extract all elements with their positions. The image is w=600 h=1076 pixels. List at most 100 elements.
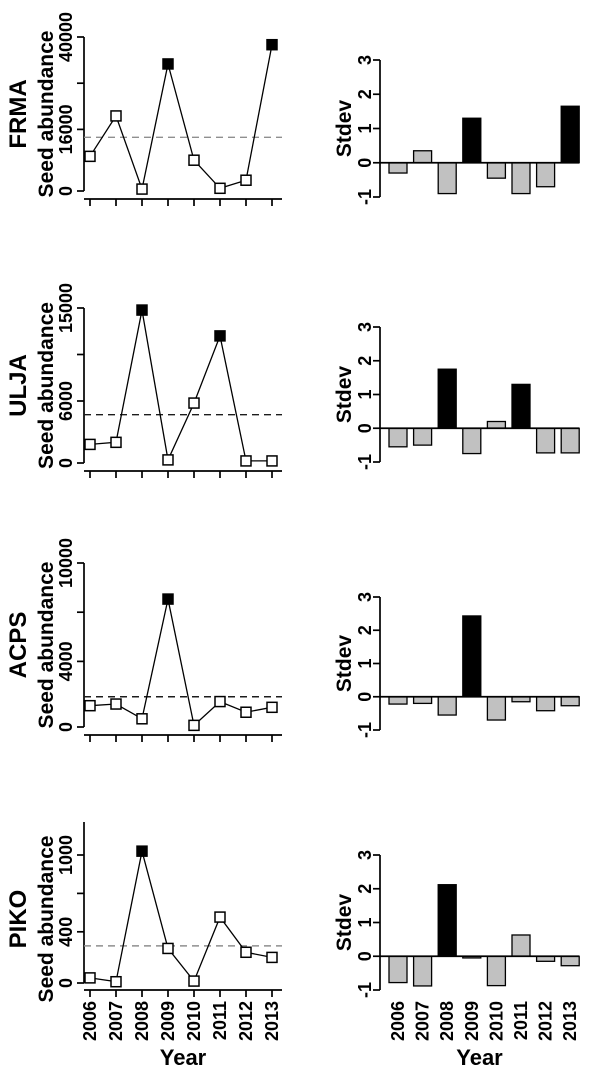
x-tick-label-year: 2013 [262, 1001, 282, 1041]
y-tick-label: 2 [355, 356, 375, 366]
open-square-marker [136, 183, 148, 195]
x-axis-title: Year [456, 1045, 503, 1070]
mast-year-bar [511, 383, 531, 429]
y-tick-label: 4000 [56, 641, 76, 681]
y-tick-label: 6000 [56, 381, 76, 421]
species-label: PIKO [5, 890, 32, 949]
y-tick-label: 0 [56, 458, 76, 468]
stdev-bar [412, 696, 433, 705]
y-tick-label: 1 [355, 123, 375, 133]
x-axis-title: Year [160, 1045, 207, 1070]
open-square-marker [188, 154, 200, 166]
species-label: ULJA [5, 354, 32, 417]
stdev-bar [560, 427, 580, 454]
y-tick-label: 16000 [56, 104, 76, 154]
open-square-marker [84, 972, 96, 984]
y-tick-label: 0 [355, 951, 375, 961]
open-square-marker [84, 150, 96, 163]
x-tick-label-year: 2011 [210, 1001, 230, 1040]
stdev-bar [412, 427, 433, 446]
seed-series-line [89, 851, 273, 983]
y-axis-title: Stdev [333, 366, 356, 424]
x-tick-label-year: 2010 [184, 1001, 204, 1041]
stdev-bar [486, 420, 507, 429]
y-tick-label: 0 [355, 692, 375, 702]
species-label: ACPS [5, 612, 32, 679]
x-tick-label-year: 2006 [80, 1001, 100, 1041]
y-tick-label: 0 [56, 978, 76, 988]
open-square-marker [162, 942, 174, 955]
x-tick-label-year: 2013 [560, 1001, 580, 1041]
y-axis-title: Seed abundance [35, 836, 58, 1003]
y-axis-title: Seed abundance [35, 562, 58, 729]
open-square-marker [214, 695, 226, 708]
open-square-marker [188, 975, 200, 987]
panel-ACPS-stdev: Stdev -1 0 1 2 3 [333, 592, 580, 738]
open-square-marker [240, 946, 252, 959]
x-tick-label-year: 2009 [462, 1001, 482, 1041]
stdev-bar [388, 162, 408, 174]
mast-year-marker [266, 38, 278, 51]
y-tick-label: 1 [355, 389, 375, 399]
open-square-marker [214, 911, 226, 923]
y-tick-label: 400 [56, 917, 76, 947]
stdev-bar [412, 955, 433, 987]
stdev-bar [486, 696, 507, 721]
open-square-marker [110, 975, 122, 988]
y-axis-title: Stdev [333, 100, 356, 158]
stdev-bar [560, 696, 580, 707]
mast-year-bar [462, 117, 482, 164]
x-tick-label-year: 2012 [536, 1001, 556, 1041]
mast-year-marker [136, 845, 148, 857]
x-tick-label-year: 2009 [158, 1001, 178, 1041]
y-tick-label: 1000 [56, 835, 76, 875]
y-tick-label: 2 [355, 884, 375, 894]
x-tick-label-year: 2007 [106, 1001, 126, 1041]
open-square-marker [162, 454, 174, 466]
x-tick-label-year: 2012 [236, 1001, 256, 1041]
mast-year-marker [162, 593, 174, 605]
open-square-marker [110, 698, 122, 710]
stdev-bar [486, 955, 507, 987]
mast-year-bar [437, 368, 457, 429]
x-tick-label-year: 2010 [486, 1001, 506, 1041]
y-tick-label: 0 [355, 158, 375, 168]
y-tick-label: 1 [355, 917, 375, 927]
stdev-bar [511, 162, 531, 195]
open-square-marker [188, 719, 200, 732]
open-square-marker [240, 174, 252, 186]
x-tick-label-year: 2011 [511, 1001, 531, 1040]
open-square-marker [110, 110, 122, 122]
open-square-marker [240, 706, 252, 718]
open-square-marker [110, 436, 122, 449]
y-tick-label: 2 [355, 89, 375, 99]
x-tick-label-year: 2006 [388, 1001, 408, 1041]
stdev-bar [462, 427, 482, 455]
y-axis-title: Stdev [333, 894, 356, 952]
y-tick-label: 0 [355, 423, 375, 433]
y-tick-label: 0 [56, 722, 76, 732]
stdev-bar [388, 696, 408, 705]
y-tick-label: -1 [355, 722, 375, 738]
open-square-marker [188, 397, 200, 409]
x-tick-label-year: 2008 [132, 1001, 152, 1041]
open-square-marker [84, 699, 96, 712]
mast-year-marker [162, 58, 174, 70]
y-tick-label: 1 [355, 658, 375, 668]
mast-year-bar [462, 615, 482, 698]
stdev-bar [486, 162, 507, 179]
panel-ULJA-stdev: Stdev -1 0 1 2 3 [333, 322, 580, 470]
y-axis-title: Stdev [333, 635, 356, 693]
stdev-bar [388, 955, 408, 984]
y-tick-label: -1 [355, 454, 375, 470]
stdev-bar [511, 934, 531, 957]
x-tick-label-year: 2008 [437, 1001, 457, 1041]
stdev-bar [535, 696, 556, 712]
open-square-marker [214, 182, 226, 195]
y-tick-label: 3 [355, 592, 375, 602]
stdev-bar [437, 696, 457, 716]
